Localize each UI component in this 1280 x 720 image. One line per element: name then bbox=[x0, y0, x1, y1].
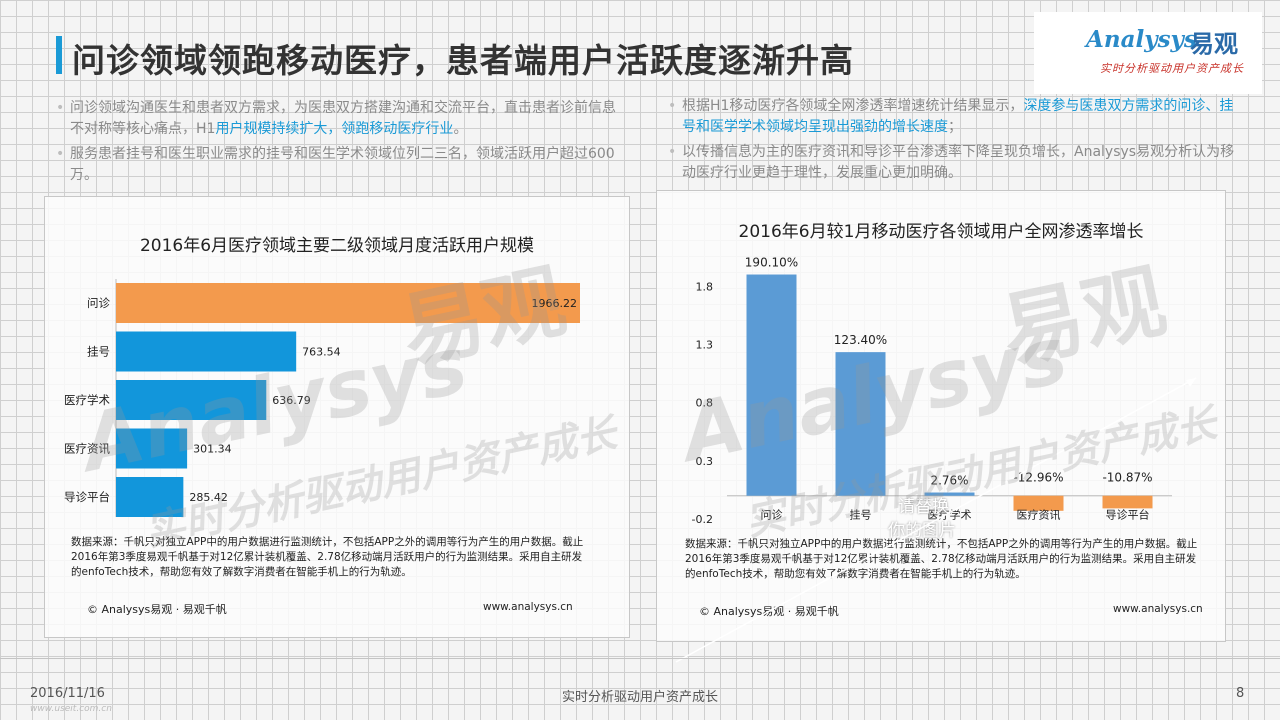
category-label: 挂号 bbox=[850, 508, 872, 522]
left-bar-chart: 问诊 1966.22 挂号 763.54 医疗学术 636.79 医疗资讯 301.34 导诊平… bbox=[64, 279, 580, 517]
footer-date: 2016/11/16 bbox=[30, 686, 105, 701]
page-number: 8 bbox=[1236, 686, 1245, 701]
value-label: -12.96% bbox=[1013, 471, 1063, 485]
bar-导诊平台 bbox=[116, 477, 184, 517]
value-label: 2.76% bbox=[930, 474, 968, 488]
value-label: -10.87% bbox=[1102, 471, 1152, 485]
logo-english: Analysys bbox=[1086, 26, 1197, 53]
bullet-point: 以传播信息为主的医疗资讯和导诊平台渗透率下降呈现负增长，Analysys易观分析… bbox=[668, 142, 1240, 184]
bullet-point: 服务患者挂号和医生职业需求的挂号和医生学术领域位列二三名，领域活跃用户超过600… bbox=[56, 144, 616, 186]
category-label: 医疗资讯 bbox=[1017, 508, 1061, 522]
bar-医疗学术 bbox=[116, 380, 267, 420]
left-website: www.analysys.cn bbox=[483, 601, 573, 613]
right-chart-panel: 2016年6月较1月移动医疗各领域用户全网渗透率增长 -0.2 0.3 0.8 1.3… bbox=[656, 190, 1226, 642]
category-label: 医疗学术 bbox=[64, 393, 110, 407]
category-label: 问诊 bbox=[761, 508, 783, 522]
left-bullet-list: 问诊领域沟通医生和患者双方需求，为医患双方搭建沟通和交流平台，直击患者诊前信息不… bbox=[56, 98, 616, 190]
overlay-text-line-2: 你的图片 bbox=[888, 521, 956, 541]
category-label: 导诊平台 bbox=[1106, 508, 1150, 522]
bullet-point: 根据H1移动医疗各领域全网渗透率增速统计结果显示，深度参与医患双方需求的问诊、挂… bbox=[668, 96, 1240, 138]
logo-slogan: 实时分析驱动用户资产成长 bbox=[1100, 62, 1244, 75]
bar-导诊平台 bbox=[1102, 495, 1153, 509]
footer-slogan: 实时分析驱动用户资产成长 bbox=[561, 690, 718, 705]
bar-挂号 bbox=[116, 331, 297, 372]
footer-divider bbox=[0, 658, 1280, 659]
bar-问诊 bbox=[116, 283, 580, 323]
right-copyright: © Analysys易观 · 易观千帆 bbox=[699, 605, 839, 618]
logo-chinese: 易观 bbox=[1190, 30, 1238, 58]
left-copyright: © Analysys易观 · 易观千帆 bbox=[87, 603, 227, 616]
value-label: 301.34 bbox=[193, 443, 232, 456]
value-label: 190.10% bbox=[745, 256, 798, 270]
overlay-text-line-1: 请替换 bbox=[898, 497, 949, 517]
value-label: 763.54 bbox=[302, 346, 341, 359]
page-title: 问诊领域领跑移动医疗，患者端用户活跃度逐渐升高 bbox=[72, 41, 854, 80]
category-label: 医疗资讯 bbox=[64, 442, 110, 456]
bar-挂号 bbox=[835, 352, 886, 496]
right-bar-chart: -0.2 0.3 0.8 1.3 1.8 190.10% 问诊 123.40% 挂号 2.76% 医… bbox=[692, 256, 1172, 526]
category-label: 挂号 bbox=[87, 345, 110, 359]
y-tick-label: 0.8 bbox=[696, 397, 714, 410]
left-source-note: 数据来源：千帆只对独立APP中的用户数据进行监测统计，不包括APP之外的调用等行… bbox=[71, 536, 584, 578]
y-tick-label: -0.2 bbox=[692, 513, 713, 526]
y-tick-label: 1.8 bbox=[696, 280, 714, 293]
y-tick-label: 0.3 bbox=[696, 455, 714, 468]
bar-医疗资讯 bbox=[116, 428, 188, 469]
right-website: www.analysys.cn bbox=[1113, 603, 1203, 615]
left-chart-title: 2016年6月医疗领域主要二级领域月度活跃用户规模 bbox=[139, 236, 535, 256]
value-label: 123.40% bbox=[834, 333, 887, 347]
bullet-point: 问诊领域沟通医生和患者双方需求，为医患双方搭建沟通和交流平台，直击患者诊前信息不… bbox=[56, 98, 616, 140]
value-label: 636.79 bbox=[272, 394, 311, 407]
left-chart-panel: 2016年6月医疗领域主要二级领域月度活跃用户规模 问诊 1966.22 挂号 763… bbox=[44, 196, 630, 638]
right-chart-title: 2016年6月较1月移动医疗各领域用户全网渗透率增长 bbox=[738, 222, 1144, 242]
category-label: 问诊 bbox=[87, 296, 110, 310]
right-source-note: 数据来源：千帆只对独立APP中的用户数据进行监测统计，不包括APP之外的调用等行… bbox=[685, 538, 1198, 580]
value-label: 285.42 bbox=[189, 491, 228, 504]
right-bullet-list: 根据H1移动医疗各领域全网渗透率增速统计结果显示，深度参与医患双方需求的问诊、挂… bbox=[668, 96, 1240, 188]
footer-site-watermark: www.useit.com.cn bbox=[30, 704, 112, 714]
analysys-logo: Analysys 易观 实时分析驱动用户资产成长 bbox=[1034, 12, 1262, 94]
title-accent-bar bbox=[56, 36, 62, 74]
category-label: 导诊平台 bbox=[64, 490, 110, 504]
value-label: 1966.22 bbox=[532, 297, 578, 310]
y-tick-label: 1.3 bbox=[696, 338, 714, 351]
bar-问诊 bbox=[746, 274, 797, 496]
